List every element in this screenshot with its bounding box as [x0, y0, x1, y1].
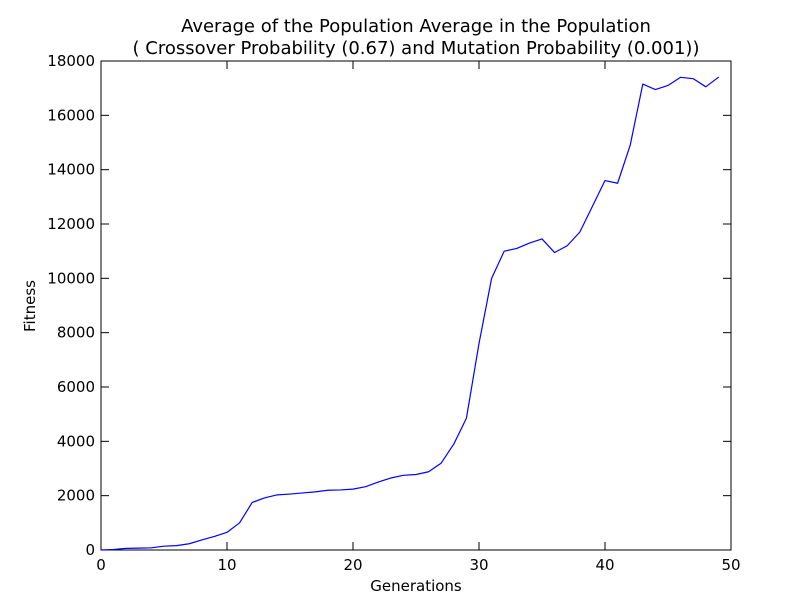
plot-area: 0 10 20 30 40 50 0 2000 4000 6000 8000 10000 12000 14…	[47, 52, 740, 574]
y-axis-label: Fitness	[21, 280, 39, 332]
x-tick-label: 30	[469, 556, 488, 574]
y-tick-label: 14000	[47, 161, 95, 179]
y-tick-label: 6000	[57, 378, 95, 396]
x-tick-label: 0	[96, 556, 106, 574]
x-axis-label: Generations	[370, 577, 462, 595]
x-tick-label: 40	[595, 556, 614, 574]
chart-title: Average of the Population Average in the…	[181, 16, 651, 37]
y-tick-label: 4000	[57, 432, 95, 450]
y-tick-label: 2000	[57, 487, 95, 505]
y-tick-label: 12000	[47, 215, 95, 233]
x-tick-label: 50	[721, 556, 740, 574]
plot-frame	[100, 60, 732, 551]
chart-subtitle: ( Crossover Probability (0.67) and Mutat…	[133, 38, 700, 59]
y-tick-label: 10000	[47, 269, 95, 287]
y-tick-label: 18000	[47, 52, 95, 70]
y-tick-label: 8000	[57, 324, 95, 342]
y-tick-label: 0	[85, 541, 95, 559]
x-tick-label: 20	[343, 556, 362, 574]
x-tick-label: 10	[217, 556, 236, 574]
series-line	[100, 76, 720, 551]
y-tick-label: 16000	[47, 106, 95, 124]
